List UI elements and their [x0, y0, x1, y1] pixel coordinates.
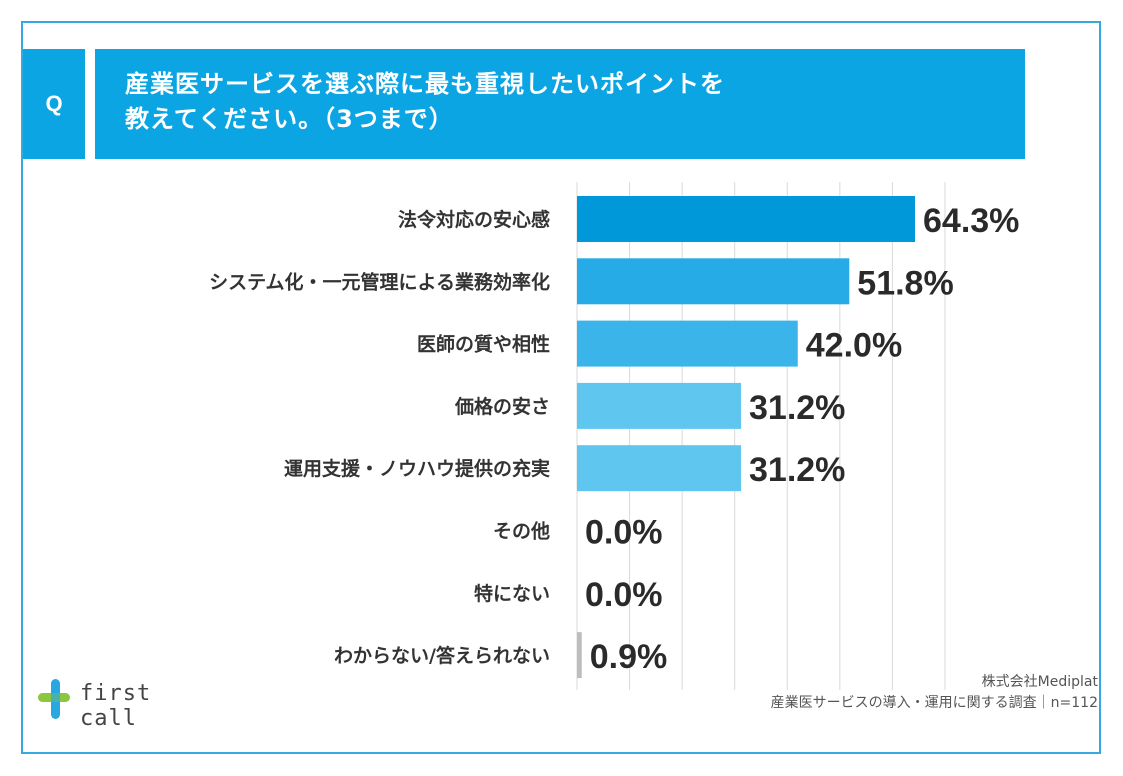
category-label: わからない/答えられない [334, 644, 550, 667]
bar [577, 320, 798, 367]
category-label: その他 [493, 520, 550, 543]
bar [577, 382, 742, 429]
logo-text: first call [80, 681, 152, 731]
value-label: 42.0% [806, 327, 902, 365]
credit-company: 株式会社Mediplat [981, 674, 1098, 690]
category-label: 法令対応の安心感 [398, 208, 550, 231]
value-label: 64.3% [923, 202, 1019, 240]
category-label: 価格の安さ [454, 395, 550, 418]
bar [577, 258, 850, 305]
value-label: 31.2% [749, 389, 845, 427]
cross-logo-icon [38, 679, 70, 719]
category-label: 医師の質や相性 [417, 333, 550, 356]
question-text-line1: 産業医サービスを選ぶ際に最も重視したいポイントを [125, 70, 725, 98]
category-label: 運用支援・ノウハウ提供の充実 [284, 457, 550, 480]
value-label: 0.0% [585, 576, 663, 614]
question-banner: 産業医サービスを選ぶ際に最も重視したいポイントを 教えてください。（3つまで） [95, 49, 1025, 159]
value-label: 0.0% [585, 514, 663, 552]
first-call-logo: first call [22, 677, 182, 731]
value-label: 51.8% [857, 264, 953, 302]
category-label: システム化・一元管理による業務効率化 [209, 270, 550, 293]
value-label: 31.2% [749, 451, 845, 489]
credit-survey: 産業医サービスの導入・運用に関する調査｜n=112 [770, 695, 1098, 711]
bar [577, 445, 742, 492]
question-badge: Q [23, 49, 85, 159]
question-text-line2: 教えてください。（3つまで） [125, 105, 454, 133]
value-label: 0.9% [590, 638, 668, 676]
bar [577, 632, 582, 679]
card-frame: Q 産業医サービスを選ぶ際に最も重視したいポイントを 教えてください。（3つまで… [21, 21, 1101, 754]
category-label: 特にない [474, 583, 550, 605]
bar [577, 196, 915, 242]
